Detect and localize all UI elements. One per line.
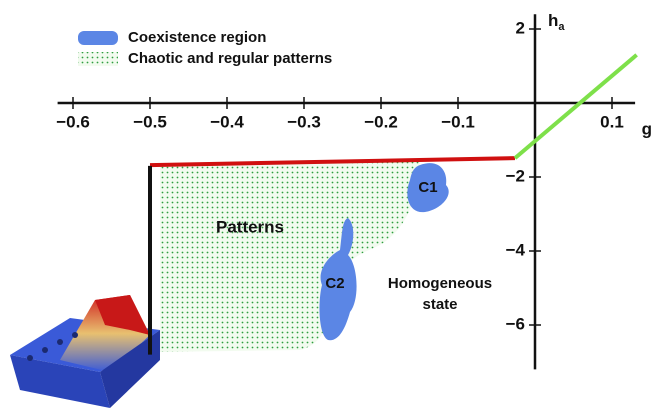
annotation: Homogeneous <box>388 275 492 292</box>
y-tick-label: −6 <box>506 314 525 333</box>
pattern-region <box>160 160 420 352</box>
legend-swatch <box>78 52 118 66</box>
x-tick-label: 0.1 <box>600 112 624 131</box>
chart: Coexistence region Chaotic and regular pa… <box>0 0 654 412</box>
annotation: state <box>422 296 457 313</box>
legend-swatch <box>78 31 118 45</box>
annotation: Patterns <box>216 217 284 236</box>
inset-surface <box>10 295 160 408</box>
y-tick-label: 2 <box>516 18 525 37</box>
x-tick-label: −0.4 <box>210 112 244 131</box>
y-tick-label: −2 <box>506 166 525 185</box>
x-tick-label: −0.2 <box>364 112 398 131</box>
annotation: C1 <box>418 179 437 196</box>
legend: Coexistence region Chaotic and regular pa… <box>78 29 332 67</box>
x-tick-label: −0.1 <box>441 112 475 131</box>
annotation: C2 <box>325 275 344 292</box>
x-tick-label: −0.3 <box>287 112 321 131</box>
legend-label: Chaotic and regular patterns <box>128 50 332 67</box>
y-axis-label: ha <box>548 11 565 32</box>
boundary-line <box>515 55 637 158</box>
x-axis-label: g <box>642 119 652 138</box>
x-tick-label: −0.5 <box>133 112 167 131</box>
legend-label: Coexistence region <box>128 29 266 46</box>
x-tick-label: −0.6 <box>56 112 90 131</box>
y-tick-label: −4 <box>506 240 526 259</box>
